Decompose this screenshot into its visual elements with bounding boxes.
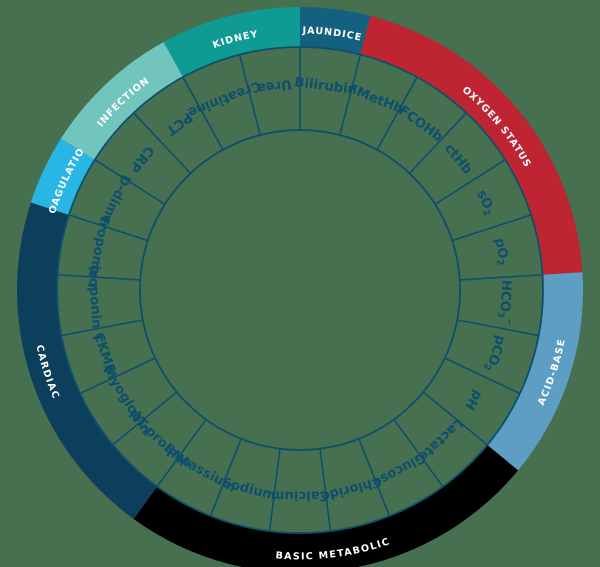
analyte-label-ph[interactable]: pH [461,387,485,412]
segment-divider [339,54,362,136]
analyte-label-group: BilirubinFMetHbFCOHbctHbsO2pO2HCO3−pCO2p… [83,75,518,503]
analyte-ring [56,46,544,534]
segment-divider [434,159,506,205]
analyte-label-hco3-[interactable]: HCO3− [495,279,518,326]
segment-divider [61,319,143,337]
segment-divider [376,76,418,151]
segment-divider [358,438,391,517]
analyte-label-d-dimer[interactable]: D-dimer [94,172,133,233]
analyte-label-po2[interactable]: pO2 [490,237,511,267]
analyte-label-fmethb[interactable]: FMetHb [346,82,405,117]
category-ring [17,7,584,567]
segment-divider [57,273,141,281]
analyte-label-calcium[interactable]: Calcium [271,488,330,503]
segment-divider [393,418,444,488]
category-arc-cardiac[interactable] [17,202,158,519]
segment-divider [319,448,332,532]
segment-divider [459,273,543,281]
segment-divider [408,112,467,174]
category-arc-basic-metabolic[interactable] [133,444,519,567]
analyte-label-fcohb[interactable]: FCOHb [396,103,446,145]
segment-divider [156,418,207,488]
segment-divider [422,391,488,446]
category-arc-jaundice[interactable] [300,7,371,55]
segment-divider [79,357,156,395]
category-arc-oxygen-status[interactable] [360,15,583,275]
segment-divider [94,159,166,205]
segment-divider [451,214,532,242]
analyte-label-crp[interactable]: CRP [126,143,157,176]
analyte-label-pco2[interactable]: pCO2 [481,333,508,373]
segment-divider [68,214,149,242]
category-arc-coagulation[interactable] [30,138,95,215]
analyte-label-so2[interactable]: sO2 [472,188,497,218]
analyte-label-troponin-t[interactable]: Troponin T [84,263,104,342]
segment-divider [238,54,261,136]
analyte-ring-inner-edge [139,129,461,451]
category-arc-infection[interactable] [61,42,183,160]
segment-divider [457,319,539,337]
category-arc-kidney[interactable] [163,7,300,78]
segment-divider [133,112,192,174]
segment-divider [444,357,521,395]
analyte-label-urea[interactable]: Urea [256,76,293,95]
category-arc-acid-base[interactable] [487,272,584,471]
segment-divider [209,438,242,517]
segment-divider [182,76,224,151]
analyte-label-cthb[interactable]: ctHb [441,141,475,177]
segment-divider [112,391,178,446]
segment-divider [268,448,281,532]
